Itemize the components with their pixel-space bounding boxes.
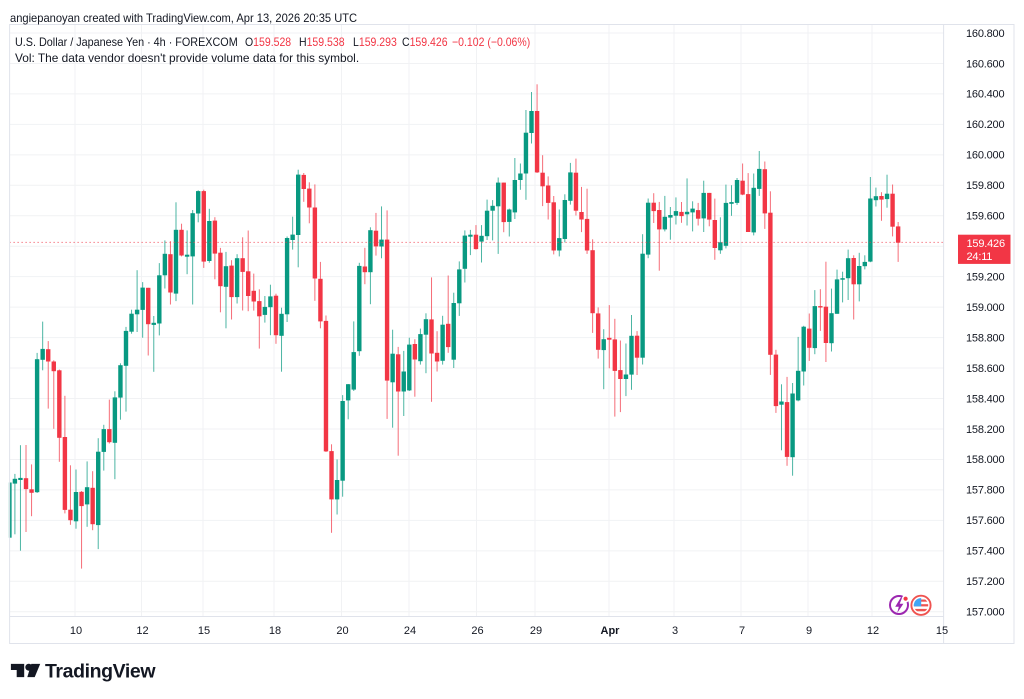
svg-text:158.200: 158.200	[966, 424, 1004, 436]
svg-text:158.000: 158.000	[966, 454, 1004, 466]
svg-text:160.400: 160.400	[966, 89, 1004, 101]
svg-text:18: 18	[269, 625, 281, 637]
svg-text:157.200: 157.200	[966, 576, 1004, 588]
svg-text:24: 24	[404, 625, 416, 637]
svg-text:29: 29	[530, 625, 542, 637]
svg-text:9: 9	[806, 625, 812, 637]
svg-text:20: 20	[336, 625, 348, 637]
svg-text:159.600: 159.600	[966, 211, 1004, 223]
svg-text:157.000: 157.000	[966, 607, 1004, 619]
svg-text:24:11: 24:11	[967, 251, 993, 263]
svg-text:159.426: 159.426	[967, 238, 1005, 250]
svg-text:7: 7	[739, 625, 745, 637]
svg-text:12: 12	[136, 625, 148, 637]
svg-text:159.800: 159.800	[966, 180, 1004, 192]
svg-text:3: 3	[672, 625, 678, 637]
svg-text:12: 12	[867, 625, 879, 637]
svg-text:159.200: 159.200	[966, 272, 1004, 284]
svg-text:157.600: 157.600	[966, 515, 1004, 527]
svg-text:15: 15	[198, 625, 210, 637]
svg-text:15: 15	[936, 625, 948, 637]
svg-text:10: 10	[70, 625, 82, 637]
svg-text:160.200: 160.200	[966, 119, 1004, 131]
svg-text:TradingView: TradingView	[45, 660, 156, 682]
svg-text:Apr: Apr	[601, 625, 621, 637]
svg-text:160.600: 160.600	[966, 58, 1004, 70]
svg-text:158.600: 158.600	[966, 363, 1004, 375]
svg-text:159.000: 159.000	[966, 302, 1004, 314]
svg-text:158.400: 158.400	[966, 393, 1004, 405]
svg-text:158.800: 158.800	[966, 332, 1004, 344]
svg-text:160.800: 160.800	[966, 28, 1004, 40]
svg-text:160.000: 160.000	[966, 150, 1004, 162]
svg-text:157.800: 157.800	[966, 485, 1004, 497]
svg-text:26: 26	[471, 625, 483, 637]
svg-text:157.400: 157.400	[966, 546, 1004, 558]
